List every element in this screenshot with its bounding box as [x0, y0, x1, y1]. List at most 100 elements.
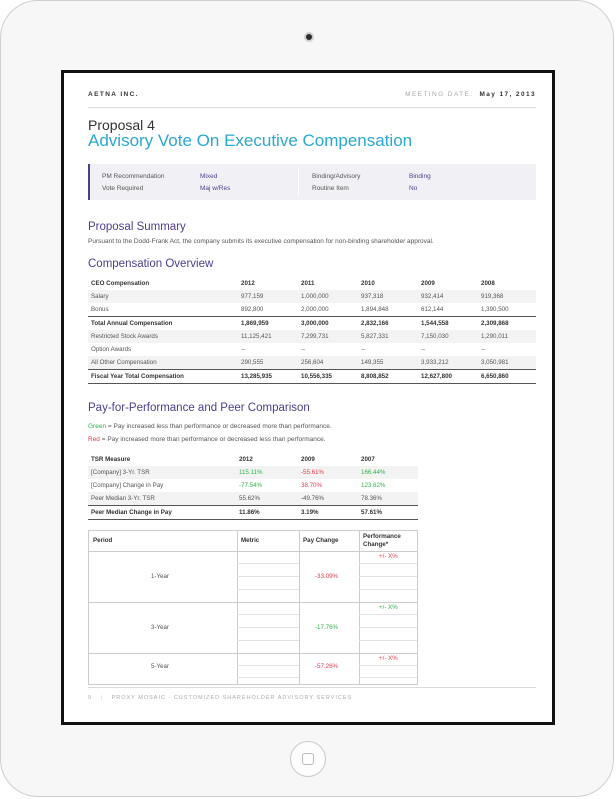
table-cell: -49.76% [298, 492, 358, 506]
table-cell: 1,390,500 [481, 306, 509, 313]
grid-line [359, 665, 417, 666]
table-cell: 38.70% [301, 482, 322, 489]
row-label: [Company] 3-Yr. TSR [88, 466, 236, 479]
camera-icon [304, 32, 314, 42]
grid-line [359, 531, 360, 684]
table-cell: 1,290,011 [478, 330, 536, 343]
grid-line [359, 677, 417, 678]
grid-line [359, 563, 417, 564]
table-cell: 2,309,868 [478, 316, 536, 330]
pfp-heading: Pay-for-Performance and Peer Comparison [88, 402, 310, 414]
table-cell: 149,355 [358, 356, 418, 370]
performance-table: Period Metric Pay Change Performance Cha… [88, 530, 418, 685]
table-row: Peer Median 3-Yr. TSR 55.62% -49.76% 78.36% [88, 492, 418, 506]
pay-change-value: -57.26% [315, 663, 339, 670]
table-cell: -- [361, 346, 366, 353]
grid-line [359, 627, 417, 628]
table-cell: -77.54% [239, 482, 263, 489]
green-word: Green [88, 423, 107, 430]
table-cell: 1,544,558 [418, 316, 478, 330]
table-cell: -- [241, 346, 246, 353]
col-header: 2007 [361, 456, 375, 463]
grid-line [237, 563, 299, 564]
table-cell: 78.36% [358, 492, 418, 506]
performance-change-value: +/- X% [379, 604, 398, 611]
table-cell: 256,604 [298, 356, 358, 370]
footer-divider [88, 687, 536, 688]
vote-required-value: Maj w/Res [200, 185, 231, 192]
table-cell: 1,000,000 [298, 290, 358, 303]
tsr-table: TSR Measure 2012 2009 2007 [Company] 3-Y… [88, 453, 418, 520]
info-divider [298, 168, 299, 196]
tsr-header-row: TSR Measure 2012 2009 2007 [88, 453, 418, 466]
home-square-icon [302, 753, 314, 765]
grid-line [237, 589, 299, 590]
table-cell: 937,318 [358, 290, 418, 303]
binding-value: Binding [409, 173, 431, 180]
col-header: TSR Measure [91, 456, 131, 463]
table-cell: 977,159 [238, 290, 298, 303]
green-legend: Green = Pay increased less than performa… [88, 423, 332, 430]
table-row: Option Awards -- -- -- -- -- [88, 343, 536, 356]
grid-line [237, 640, 299, 641]
table-row: [Company] 3-Yr. TSR 115.11% -55.61% 166.44% [88, 466, 418, 479]
grid-line [237, 677, 299, 678]
document-page: AETNA INC. MEETING DATE: May 17, 2013 Pro… [88, 73, 536, 722]
table-cell: 166.44% [358, 466, 418, 479]
grid-line [237, 614, 299, 615]
table-cell: 55.62% [236, 492, 298, 506]
performance-change-value: +/- X% [379, 655, 398, 662]
table-row: [Company] Change in Pay -77.54% 38.70% 123.… [88, 479, 418, 492]
table-row-total: Fiscal Year Total Compensation 13,285,935… [88, 369, 536, 384]
table-cell: 11.86% [236, 505, 298, 520]
compensation-table: CEO Compensation 2012 2011 2010 2009 200… [88, 277, 536, 384]
routine-item-value: No [409, 185, 418, 192]
red-text: = Pay increased more than performance or… [99, 436, 326, 443]
table-cell: 7,299,731 [298, 330, 358, 343]
company-name: AETNA INC. [88, 91, 139, 98]
table-cell: 3,000,000 [298, 316, 358, 330]
grid-line [299, 531, 300, 684]
grid-line [89, 602, 417, 603]
pay-change-header: Pay Change [303, 537, 339, 544]
period-header: Period [93, 537, 113, 544]
row-label: Peer Median 3-Yr. TSR [88, 492, 236, 506]
table-cell: -- [301, 346, 306, 353]
green-text: = Pay increased less than performance or… [106, 423, 332, 430]
metric-header: Metric [241, 537, 260, 544]
home-button[interactable] [290, 741, 326, 777]
table-cell: 2,832,166 [358, 316, 418, 330]
routine-item-label: Routine Item [312, 185, 349, 192]
period-label: 5-Year [151, 663, 170, 670]
table-cell: 11,125,421 [238, 330, 298, 343]
table-cell: 919,368 [478, 290, 536, 303]
page-footer: 9 | PROXY MOSAIC - CUSTOMIZED SHAREHOLDE… [88, 695, 536, 701]
grid-line [237, 627, 299, 628]
table-cell: -55.61% [298, 466, 358, 479]
grid-line [237, 576, 299, 577]
table-cell: 12,627,800 [418, 369, 478, 384]
period-label: 3-Year [151, 624, 170, 631]
col-header: 2010 [361, 280, 375, 287]
table-cell: 892,800 [241, 306, 264, 313]
grid-line [89, 551, 417, 552]
pm-recommendation-value: Mixed [200, 173, 218, 180]
compensation-header-row: CEO Compensation 2012 2011 2010 2009 200… [88, 277, 536, 290]
meeting-date-block: MEETING DATE: May 17, 2013 [405, 91, 536, 98]
table-cell: 57.61% [358, 505, 418, 520]
summary-text: Pursuant to the Dodd-Frank Act, the comp… [88, 238, 434, 245]
table-cell: 3.19% [298, 505, 358, 520]
col-header: 2009 [421, 280, 435, 287]
proposal-number: Proposal 4 [88, 117, 155, 133]
table-row-total: Total Annual Compensation 1,869,959 3,000,… [88, 316, 536, 330]
footer-separator: | [100, 695, 104, 701]
grid-line [237, 665, 299, 666]
grid-line [359, 589, 417, 590]
table-cell: 3,050,981 [478, 356, 536, 370]
table-cell: 1,869,959 [238, 316, 298, 330]
grid-line [89, 653, 417, 654]
red-legend: Red = Pay increased more than performanc… [88, 436, 326, 443]
summary-heading: Proposal Summary [88, 221, 186, 233]
table-cell: -- [421, 346, 426, 353]
col-header: 2008 [481, 280, 495, 287]
